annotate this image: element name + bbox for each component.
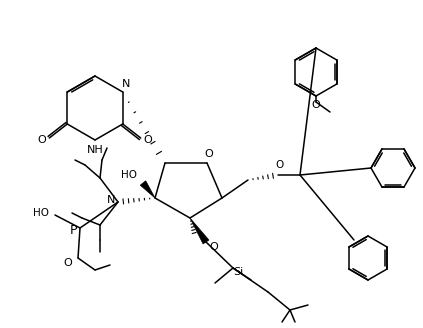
Text: O: O: [37, 135, 46, 145]
Text: HO: HO: [121, 170, 137, 180]
Polygon shape: [140, 181, 155, 198]
Text: O: O: [143, 135, 152, 145]
Polygon shape: [190, 218, 209, 244]
Text: O: O: [63, 258, 72, 268]
Text: N: N: [107, 195, 115, 205]
Text: HO: HO: [33, 208, 49, 218]
Text: O: O: [210, 242, 218, 252]
Text: Si: Si: [233, 267, 243, 277]
Text: NH: NH: [87, 145, 103, 155]
Text: P: P: [69, 223, 77, 236]
Text: O: O: [312, 100, 320, 110]
Text: O: O: [275, 160, 283, 170]
Text: O: O: [205, 149, 213, 159]
Text: N: N: [121, 79, 130, 89]
